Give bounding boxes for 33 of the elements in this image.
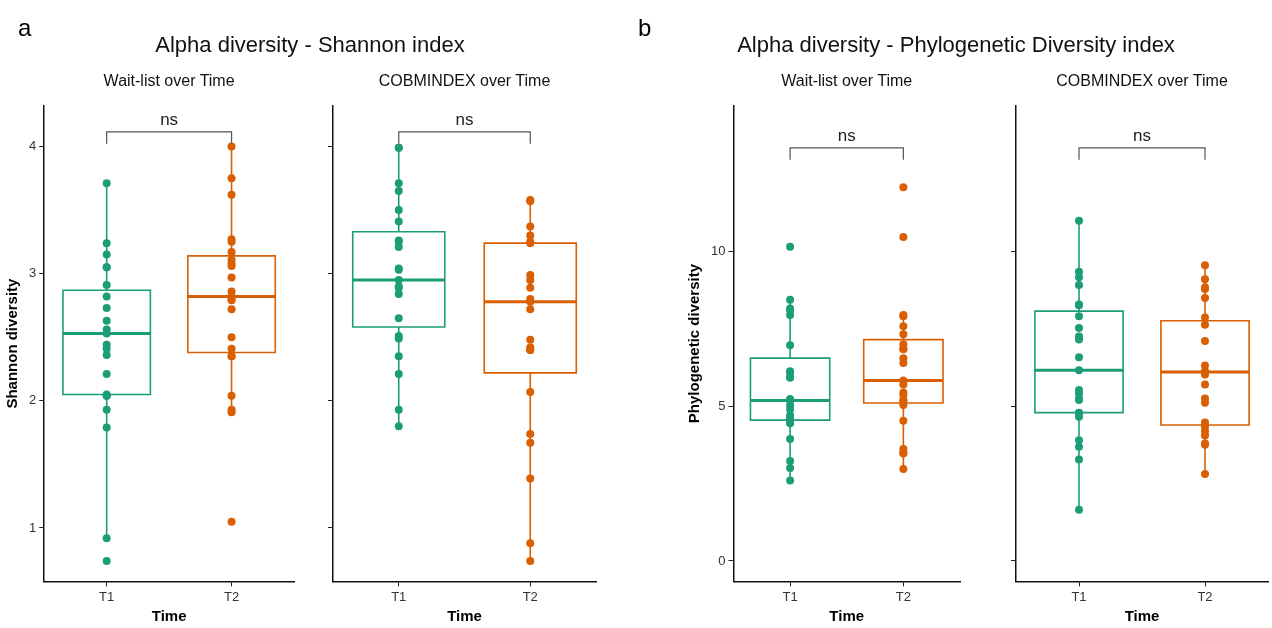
y-tick-label: 0: [718, 552, 726, 568]
y-tick-label: 2: [29, 392, 37, 408]
text: b: [638, 14, 652, 42]
x-axis-title: Time: [447, 607, 482, 625]
chart-subtitle: Wait-list over Time: [103, 72, 235, 90]
x-tick-label: T1: [391, 588, 407, 604]
chart-subtitle: COBMINDEX over Time: [378, 72, 551, 90]
annotation: ns: [455, 109, 474, 129]
y-tick-label: 5: [718, 397, 726, 413]
y-tick-label: 4: [29, 138, 37, 154]
x-tick-label: T2: [223, 588, 240, 604]
x-tick-label: T2: [895, 588, 911, 604]
x-tick-label: T1: [1071, 588, 1087, 604]
y-axis-title: Shannon diversity: [3, 277, 21, 409]
text: a: [18, 14, 32, 42]
x-axis-title: Time: [151, 607, 187, 625]
x-tick-label: T1: [99, 588, 115, 604]
x-tick-label: T1: [782, 588, 798, 604]
chart-subtitle: COBMINDEX over Time: [1056, 72, 1228, 90]
y-axis-title: Phylogenetic diversity: [685, 263, 703, 424]
chart-title: Alpha diversity - Phylogenetic Diversity index: [737, 32, 1175, 58]
y-tick-label: 1: [29, 519, 37, 535]
y-tick-label: 3: [29, 265, 37, 281]
y-tick-label: 10: [710, 242, 726, 258]
annotation: ns: [160, 109, 179, 129]
x-axis-title: Time: [1124, 607, 1160, 625]
annotation: ns: [837, 125, 856, 145]
x-tick-label: T2: [1197, 588, 1213, 604]
x-tick-label: T2: [522, 588, 538, 604]
annotation: ns: [1133, 125, 1151, 145]
chart-subtitle: Wait-list over Time: [781, 72, 913, 90]
chart-title: Alpha diversity - Shannon index: [155, 32, 465, 58]
x-axis-title: Time: [829, 607, 865, 625]
